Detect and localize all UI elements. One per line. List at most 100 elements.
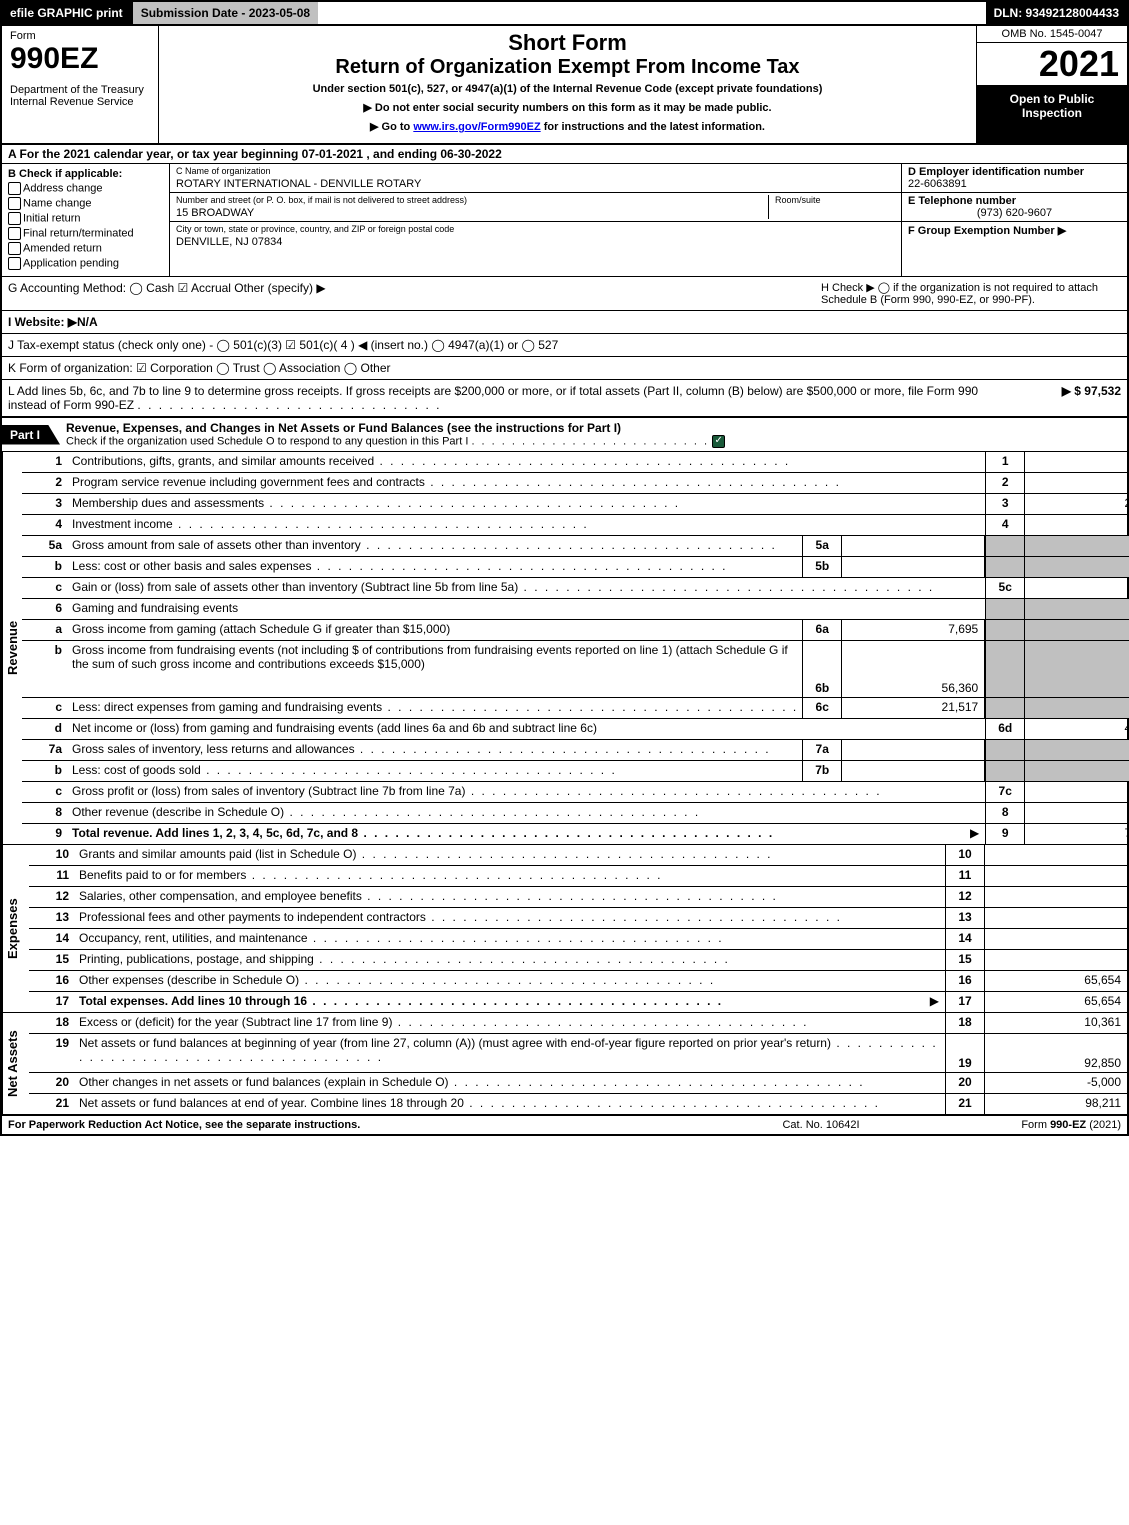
line-17: 17 Total expenses. Add lines 10 through … (29, 991, 1127, 1012)
line-20: 20 Other changes in net assets or fund b… (29, 1072, 1127, 1093)
line-7a-num: 7a (22, 740, 68, 760)
cb-initial-return-text: Initial return (23, 212, 80, 224)
line-5b-innum: 5b (802, 557, 842, 577)
cb-application-pending[interactable]: Application pending (8, 257, 163, 270)
line-12-num: 12 (29, 887, 75, 907)
j-tax-exempt: J Tax-exempt status (check only one) - ◯… (8, 338, 1121, 352)
cb-final-return[interactable]: Final return/terminated (8, 227, 163, 240)
line-16-desc: Other expenses (describe in Schedule O) (75, 971, 945, 991)
revenue-table: Revenue 1 Contributions, gifts, grants, … (2, 452, 1127, 844)
line-5a-inval (842, 536, 985, 556)
line-7c-num: c (22, 782, 68, 802)
header-left: Form 990EZ Department of the Treasury In… (2, 26, 159, 143)
line-14-boxval (984, 929, 1127, 949)
footer-paperwork: For Paperwork Reduction Act Notice, see … (8, 1119, 721, 1131)
line-5b-boxval (1024, 557, 1129, 577)
line-16-num: 16 (29, 971, 75, 991)
line-6d-boxnum: 6d (985, 719, 1024, 739)
line-11: 11 Benefits paid to or for members 11 (29, 865, 1127, 886)
line-5a-num: 5a (22, 536, 68, 556)
line-5a-innum: 5a (802, 536, 842, 556)
line-13-boxval (984, 908, 1127, 928)
department-label: Department of the Treasury Internal Reve… (10, 84, 150, 108)
line-19-num: 19 (29, 1034, 75, 1072)
cb-amended-return[interactable]: Amended return (8, 242, 163, 255)
e-tel-value: (973) 620-9607 (908, 207, 1121, 219)
line-18-boxval: 10,361 (984, 1013, 1127, 1033)
line-2-num: 2 (22, 473, 68, 493)
line-7b-num: b (22, 761, 68, 781)
line-10: 10 Grants and similar amounts paid (list… (29, 845, 1127, 865)
cb-name-change[interactable]: Name change (8, 197, 163, 210)
line-5b-inval (842, 557, 985, 577)
part1-schedule-o-check[interactable] (712, 435, 725, 448)
instruction-link: ▶ Go to www.irs.gov/Form990EZ for instru… (163, 120, 972, 133)
line-7b-boxnum (985, 761, 1024, 781)
line-6a-innum: 6a (802, 620, 842, 640)
line-20-boxnum: 20 (945, 1073, 984, 1093)
line-5a-boxval (1024, 536, 1129, 556)
line-7c: c Gross profit or (loss) from sales of i… (22, 781, 1129, 802)
line-6d: d Net income or (loss) from gaming and f… (22, 718, 1129, 739)
line-1-num: 1 (22, 452, 68, 472)
form-number: 990EZ (10, 42, 150, 76)
line-6c: c Less: direct expenses from gaming and … (22, 697, 1129, 718)
line-1-boxnum: 1 (985, 452, 1024, 472)
l-value: ▶ $ 97,532 (1001, 384, 1121, 412)
expenses-table: Expenses 10 Grants and similar amounts p… (2, 844, 1127, 1012)
line-7b-inval (842, 761, 985, 781)
topbar: efile GRAPHIC print Submission Date - 20… (2, 2, 1127, 26)
row-g-h: G Accounting Method: ◯ Cash ☑ Accrual Ot… (2, 277, 1127, 311)
part1-tab: Part I (2, 425, 60, 445)
line-6a-boxval (1024, 620, 1129, 640)
cb-name-change-text: Name change (23, 197, 92, 209)
header-mid: Short Form Return of Organization Exempt… (159, 26, 976, 143)
efile-print-label[interactable]: efile GRAPHIC print (2, 2, 131, 24)
line-14-num: 14 (29, 929, 75, 949)
row-l-gross-receipts: L Add lines 5b, 6c, and 7b to line 9 to … (2, 380, 1127, 417)
line-21-boxnum: 21 (945, 1094, 984, 1114)
c-name-row: C Name of organization ROTARY INTERNATIO… (170, 164, 901, 193)
c-room-label: Room/suite (775, 195, 895, 205)
l-text: L Add lines 5b, 6c, and 7b to line 9 to … (8, 384, 1001, 412)
form-word: Form (10, 30, 150, 42)
line-8-boxnum: 8 (985, 803, 1024, 823)
line-11-desc: Benefits paid to or for members (75, 866, 945, 886)
line-3-desc: Membership dues and assessments (68, 494, 985, 514)
instr2-post: for instructions and the latest informat… (541, 121, 765, 133)
cb-final-return-text: Final return/terminated (23, 227, 134, 239)
line-14-desc: Occupancy, rent, utilities, and maintena… (75, 929, 945, 949)
line-6a-num: a (22, 620, 68, 640)
row-j-tax-status: J Tax-exempt status (check only one) - ◯… (2, 334, 1127, 357)
line-5c-boxval (1024, 578, 1129, 598)
line-8-num: 8 (22, 803, 68, 823)
line-1-boxval: 5,634 (1024, 452, 1129, 472)
line-19-boxnum: 19 (945, 1034, 984, 1072)
h-schedule-b: H Check ▶ ◯ if the organization is not r… (821, 281, 1121, 306)
line-3-boxval: 27,843 (1024, 494, 1129, 514)
line-4-num: 4 (22, 515, 68, 535)
cb-address-change-text: Address change (23, 182, 103, 194)
line-15-boxval (984, 950, 1127, 970)
cb-address-change[interactable]: Address change (8, 182, 163, 195)
line-13-boxnum: 13 (945, 908, 984, 928)
line-2-boxnum: 2 (985, 473, 1024, 493)
c-addr-label: Number and street (or P. O. box, if mail… (176, 195, 768, 205)
line-7a-inval (842, 740, 985, 760)
line-9-arrow: ▶ (964, 824, 985, 844)
expenses-side-label: Expenses (2, 845, 29, 1012)
c-city-row: City or town, state or province, country… (170, 222, 901, 250)
line-20-num: 20 (29, 1073, 75, 1093)
cb-initial-return[interactable]: Initial return (8, 212, 163, 225)
line-17-boxval: 65,654 (984, 992, 1127, 1012)
header: Form 990EZ Department of the Treasury In… (2, 26, 1127, 145)
line-5a-desc: Gross amount from sale of assets other t… (68, 536, 802, 556)
line-19-boxval: 92,850 (984, 1034, 1127, 1072)
line-18: 18 Excess or (deficit) for the year (Sub… (29, 1013, 1127, 1033)
line-5a-boxnum (985, 536, 1024, 556)
line-19-desc: Net assets or fund balances at beginning… (75, 1034, 945, 1072)
line-17-desc-text: Total expenses. Add lines 10 through 16 (79, 994, 307, 1008)
irs-link[interactable]: www.irs.gov/Form990EZ (413, 121, 540, 133)
f-group-row: F Group Exemption Number ▶ (902, 222, 1127, 239)
line-10-boxval (984, 845, 1127, 865)
